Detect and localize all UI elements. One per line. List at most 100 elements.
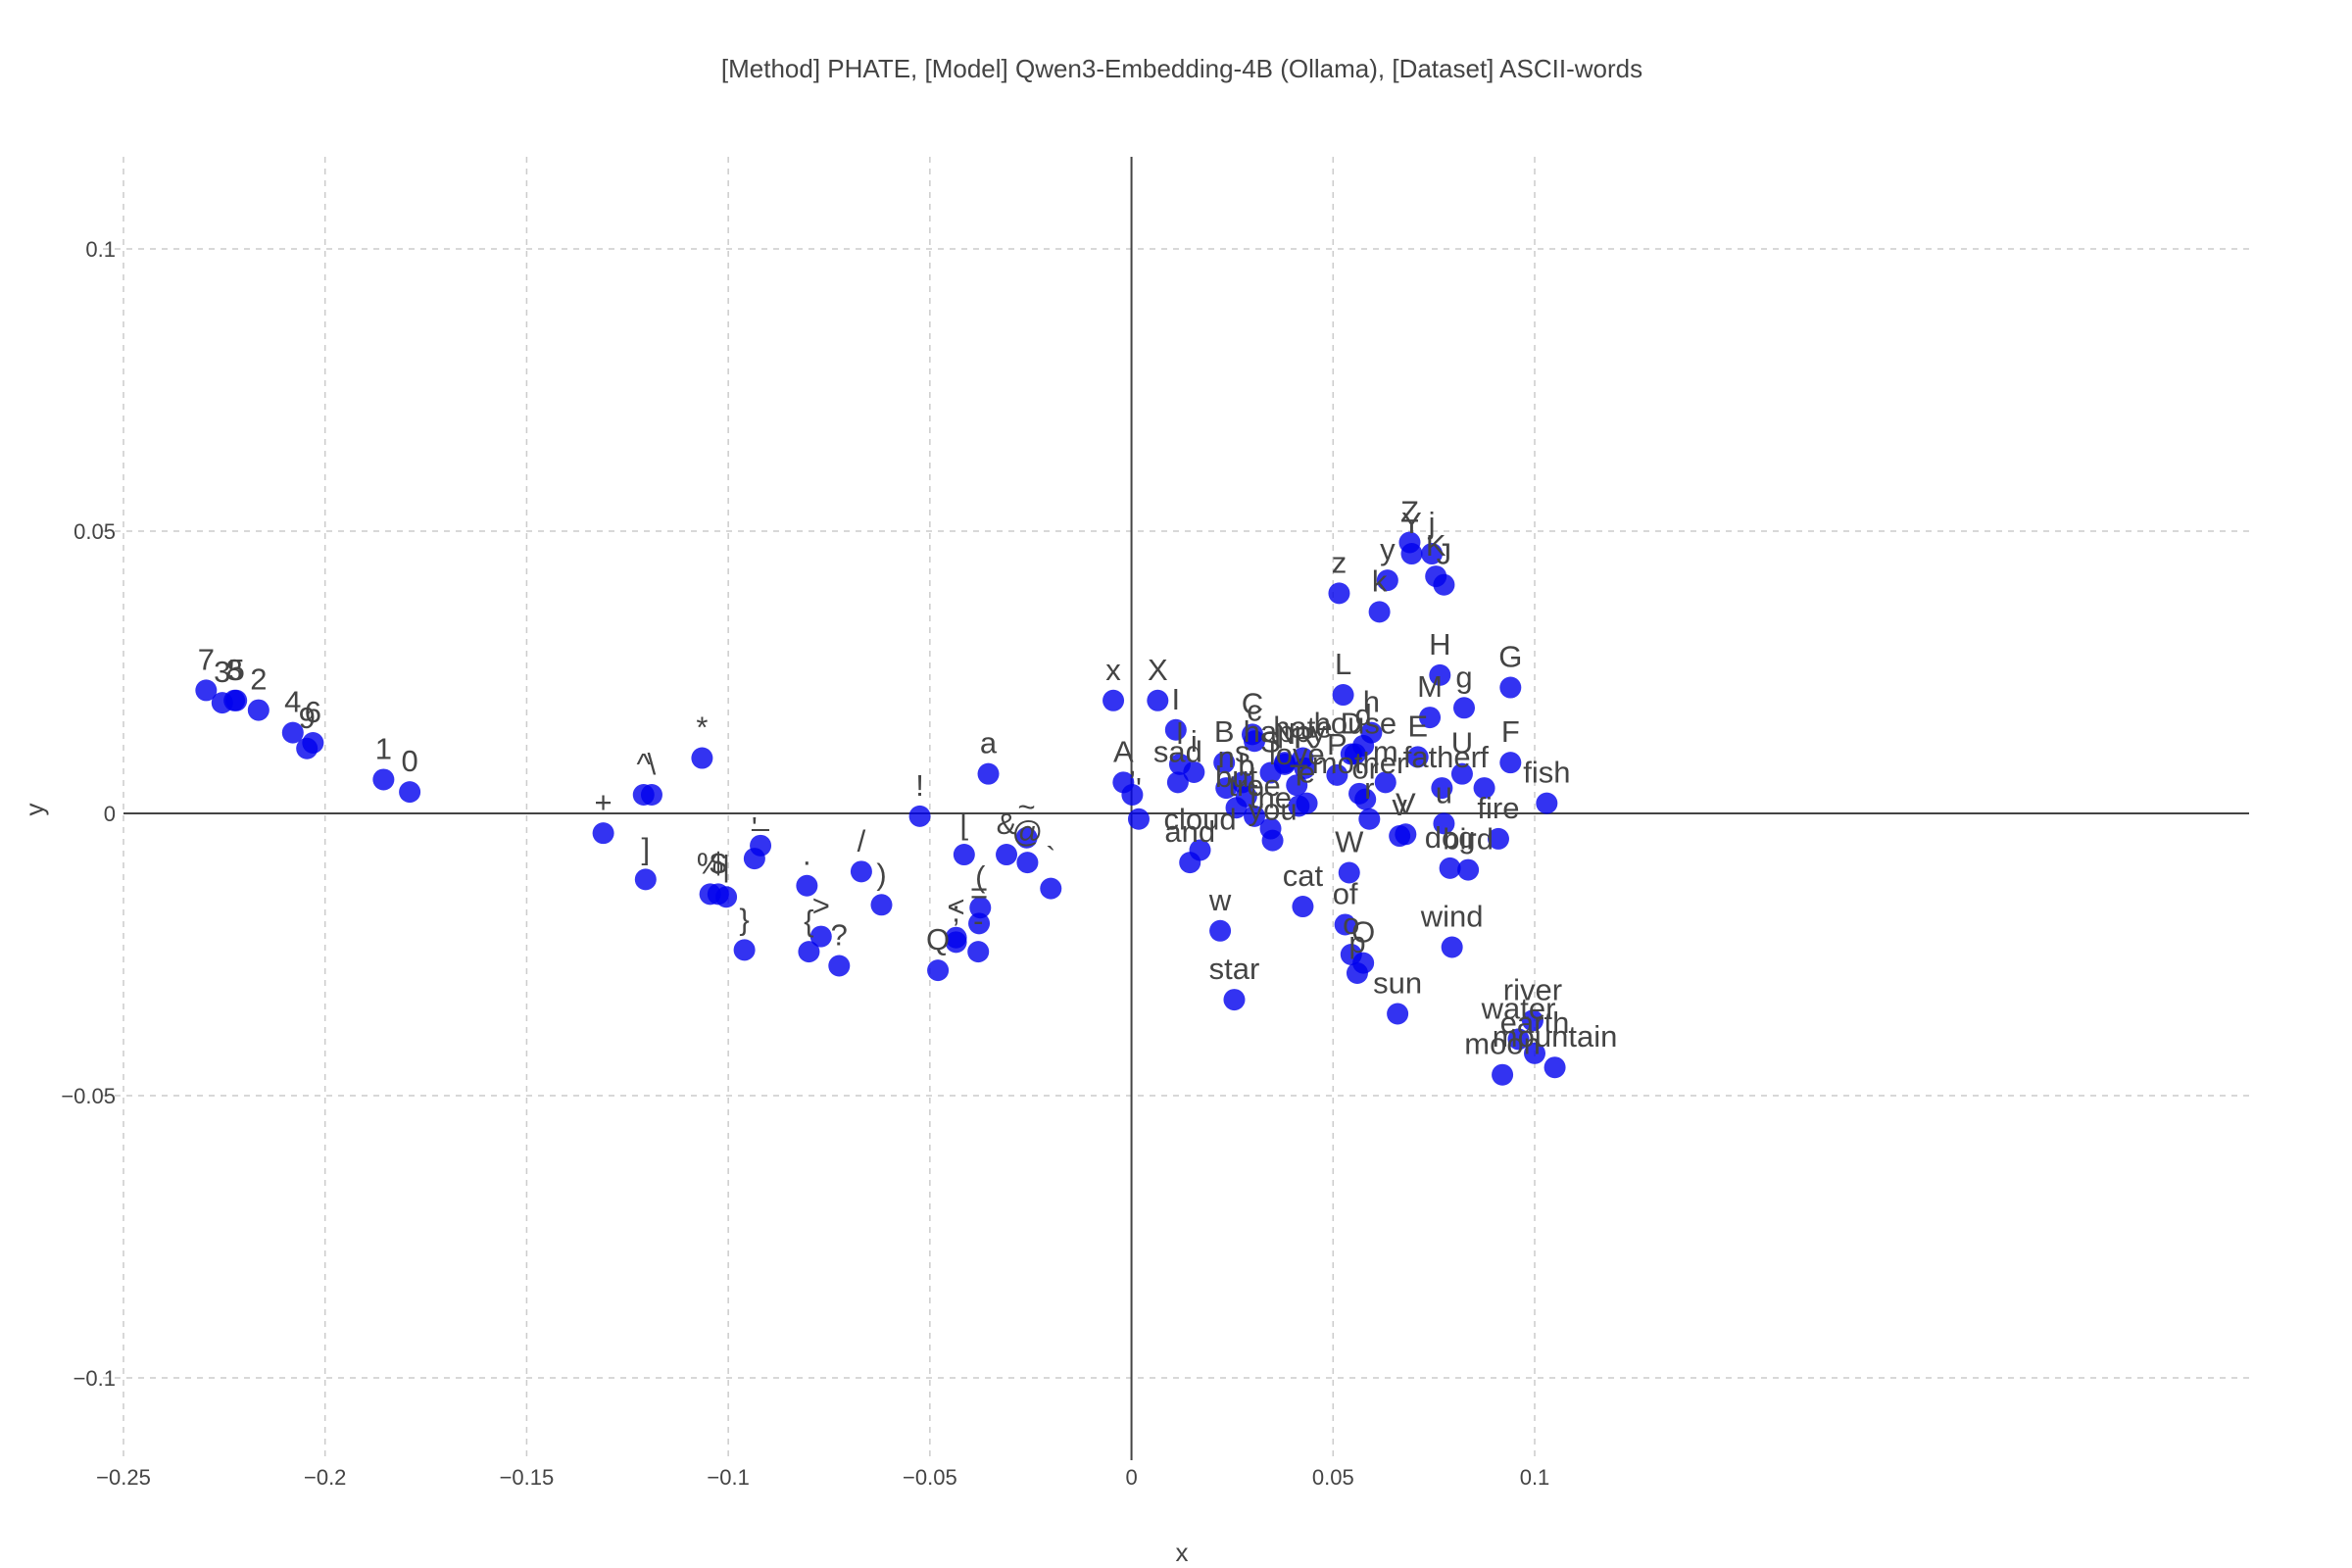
data-point — [1352, 734, 1375, 757]
data-point — [1499, 676, 1522, 699]
x-tick-label: 0.05 — [1312, 1465, 1354, 1490]
data-point — [968, 912, 991, 935]
point-label: water — [1481, 991, 1556, 1025]
data-point — [1015, 826, 1038, 849]
point-label: x — [1105, 653, 1121, 687]
point-label: ` — [1046, 841, 1055, 875]
x-tick-labels: −0.25 −0.2 −0.15 −0.1 −0.05 0 0.05 0.1 — [96, 1465, 1549, 1490]
data-point — [1473, 777, 1495, 800]
data-point — [1358, 808, 1381, 830]
data-point — [1354, 788, 1377, 810]
data-point — [1431, 777, 1453, 800]
data-point — [1400, 543, 1423, 565]
point-label: o — [1343, 906, 1359, 941]
data-point — [1536, 792, 1558, 814]
point-label: father — [1403, 740, 1481, 774]
y-tick-label: 0.05 — [74, 519, 116, 544]
point-label: but — [1215, 760, 1257, 794]
data-point — [1406, 746, 1429, 768]
point-label: v — [1392, 788, 1407, 822]
point-label: B — [1214, 714, 1235, 749]
point-label: A — [1113, 734, 1134, 768]
point-label: N — [1274, 716, 1296, 751]
x-tick-label: 0 — [1125, 1465, 1137, 1490]
x-tick-label: 0.1 — [1520, 1465, 1550, 1490]
data-point — [1244, 730, 1266, 753]
data-point — [1235, 785, 1257, 808]
data-point — [1127, 808, 1150, 830]
point-label: ' — [752, 810, 758, 845]
point-label: h — [1363, 685, 1380, 719]
point-label: e — [1298, 756, 1315, 790]
point-label: or — [1351, 752, 1379, 786]
x-tick-label: −0.2 — [304, 1465, 346, 1490]
data-point — [1433, 812, 1455, 835]
data-point — [1457, 858, 1480, 881]
y-tick-label: −0.05 — [61, 1084, 116, 1108]
point-label: bird — [1443, 822, 1494, 857]
point-label: \ — [648, 747, 657, 781]
point-label: % — [697, 846, 724, 880]
data-point — [1183, 760, 1205, 783]
point-label: the — [1250, 781, 1292, 815]
data-point — [1292, 896, 1314, 918]
point-label: Y — [1401, 506, 1422, 540]
data-point — [302, 732, 324, 754]
point-label: P — [1327, 727, 1348, 761]
point-label: u — [1436, 775, 1452, 809]
point-label: / — [858, 823, 866, 858]
point-label: cloud — [1163, 802, 1236, 836]
point-label: house — [1314, 707, 1396, 741]
point-label: K — [1426, 528, 1446, 563]
point-label: 2 — [250, 662, 267, 697]
point-label: sad — [1153, 734, 1202, 768]
data-point — [225, 689, 248, 711]
data-point — [1332, 684, 1354, 707]
data-point — [1334, 913, 1356, 936]
point-label: H — [1429, 627, 1450, 662]
data-point — [798, 941, 820, 963]
point-label: earth — [1500, 1005, 1570, 1040]
point-label: - — [973, 904, 983, 938]
data-point — [634, 868, 657, 891]
point-label: 7 — [198, 642, 215, 676]
data-point — [1450, 762, 1473, 785]
point-label: O — [1351, 915, 1375, 950]
data-point — [1521, 1009, 1544, 1032]
point-label: n — [1218, 740, 1235, 774]
point-label: . — [803, 838, 811, 872]
point-label: 3 — [214, 655, 230, 689]
data-point — [1487, 827, 1509, 850]
point-label: j — [1428, 506, 1436, 540]
point-label: ; — [952, 894, 960, 928]
point-label: G — [1498, 640, 1522, 674]
data-point — [967, 941, 990, 963]
x-axis-title: x — [1176, 1538, 1189, 1567]
data-point — [1492, 1063, 1514, 1086]
y-tick-label: 0.1 — [85, 237, 116, 262]
data-points — [195, 531, 1566, 1086]
point-label: c — [1247, 693, 1262, 727]
data-point — [1524, 1042, 1545, 1064]
data-point — [828, 955, 851, 977]
data-point — [1294, 757, 1316, 779]
data-point — [1166, 771, 1189, 794]
data-point — [281, 721, 304, 744]
point-label: M — [1417, 669, 1443, 704]
point-label: 6 — [305, 695, 321, 729]
point-label: river — [1503, 972, 1562, 1006]
data-point — [1326, 763, 1348, 786]
point-label: S — [1260, 725, 1281, 760]
point-label: s — [1235, 734, 1250, 768]
point-label: T — [1290, 759, 1308, 793]
point-label: and — [1164, 814, 1215, 849]
point-label: E — [1407, 709, 1428, 743]
point-label: ( — [975, 859, 986, 894]
point-label: z — [1332, 545, 1348, 579]
x-tick-label: −0.25 — [96, 1465, 151, 1490]
point-label: a — [980, 726, 998, 760]
point-label: ] — [641, 831, 650, 865]
data-point — [850, 860, 872, 883]
point-label: , — [1128, 747, 1137, 781]
